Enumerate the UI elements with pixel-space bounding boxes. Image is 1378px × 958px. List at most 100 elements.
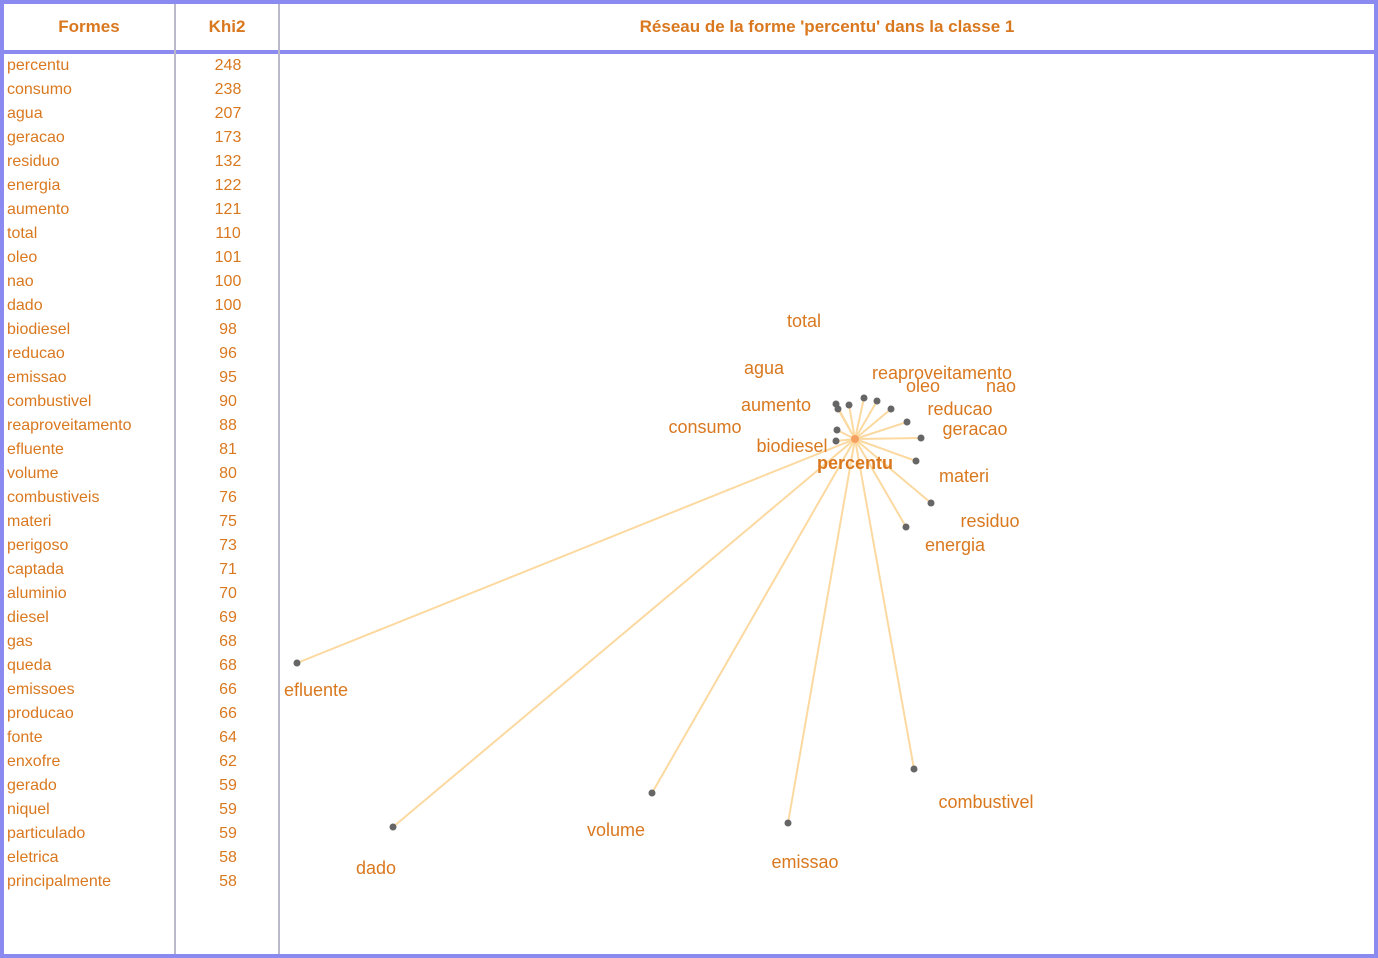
edge-aumento bbox=[848, 404, 856, 440]
word-cell: dado bbox=[7, 297, 43, 314]
khi2-cell: 96 bbox=[219, 345, 237, 362]
khi2-cell: 58 bbox=[219, 873, 237, 890]
khi2-cell: 110 bbox=[215, 225, 241, 242]
word-cell: perigoso bbox=[7, 537, 69, 554]
word-cell: emissoes bbox=[7, 681, 75, 698]
node-label-nao[interactable]: nao bbox=[986, 376, 1016, 396]
khi2-cell: 71 bbox=[219, 561, 237, 578]
node-dot-geracao bbox=[917, 434, 925, 442]
khi2-cell: 98 bbox=[219, 321, 237, 338]
network-title: Réseau de la forme 'percentu' dans la cl… bbox=[639, 17, 1015, 36]
center-node-label[interactable]: percentu bbox=[817, 453, 893, 473]
word-cell: particulado bbox=[7, 825, 86, 842]
edge-volume bbox=[651, 438, 856, 794]
node-label-biodiesel[interactable]: biodiesel bbox=[756, 436, 827, 456]
node-dot-biodiesel bbox=[832, 437, 840, 445]
node-dot-reducao bbox=[903, 418, 911, 426]
word-cell: agua bbox=[7, 105, 43, 122]
khi2-cell: 121 bbox=[214, 201, 242, 218]
khi2-cell: 100 bbox=[214, 297, 242, 314]
column-divider-forms bbox=[174, 4, 176, 954]
word-cell: gas bbox=[7, 633, 33, 650]
khi2-cell: 90 bbox=[219, 393, 237, 410]
node-label-geracao[interactable]: geracao bbox=[942, 419, 1007, 439]
khi2-cell: 68 bbox=[219, 657, 237, 674]
node-label-reducao[interactable]: reducao bbox=[927, 399, 992, 419]
node-label-efluente[interactable]: efluente bbox=[284, 680, 348, 700]
header-khi2: Khi2 bbox=[208, 17, 246, 36]
word-cell: percentu bbox=[7, 57, 70, 74]
node-label-aumento[interactable]: aumento bbox=[741, 395, 811, 415]
khi2-cell: 132 bbox=[214, 153, 242, 170]
word-cell: gerado bbox=[7, 777, 57, 794]
word-cell: volume bbox=[7, 465, 59, 482]
word-cell: oleo bbox=[7, 249, 38, 266]
word-cell: aumento bbox=[7, 201, 70, 218]
word-cell: fonte bbox=[7, 729, 43, 746]
khi2-cell: 75 bbox=[219, 513, 237, 530]
node-dot-reaproveitamento bbox=[860, 394, 868, 402]
center-node-dot bbox=[851, 435, 859, 443]
khi2-cell: 73 bbox=[219, 537, 237, 554]
word-cell: nao bbox=[7, 273, 34, 290]
edge-dado bbox=[392, 438, 856, 828]
word-cell: emissao bbox=[7, 369, 67, 386]
khi2-cell: 69 bbox=[219, 609, 237, 626]
word-cell: niquel bbox=[7, 801, 50, 818]
khi2-cell: 173 bbox=[214, 129, 242, 146]
node-dot-consumo bbox=[833, 426, 841, 434]
word-cell: combustivel bbox=[7, 393, 92, 410]
node-dot-volume bbox=[648, 789, 656, 797]
node-label-combustivel[interactable]: combustivel bbox=[938, 792, 1033, 812]
word-cell: captada bbox=[7, 561, 64, 578]
node-dot-efluente bbox=[293, 659, 301, 667]
node-label-materi[interactable]: materi bbox=[939, 466, 989, 486]
khi2-cell: 122 bbox=[214, 177, 242, 194]
node-label-agua[interactable]: agua bbox=[744, 358, 785, 378]
khi2-cell: 80 bbox=[219, 465, 237, 482]
header-divider bbox=[0, 50, 1378, 54]
node-label-reaproveitamento[interactable]: reaproveitamento bbox=[872, 363, 1012, 383]
header-forms: Formes bbox=[58, 17, 120, 36]
edge-combustivel bbox=[854, 438, 915, 770]
node-label-dado[interactable]: dado bbox=[356, 858, 396, 878]
word-cell: materi bbox=[7, 513, 52, 530]
khi2-cell: 59 bbox=[219, 801, 237, 818]
node-label-residuo[interactable]: residuo bbox=[960, 511, 1019, 531]
khi2-cell: 207 bbox=[214, 105, 242, 122]
word-cell: producao bbox=[7, 705, 74, 722]
word-cell: reducao bbox=[7, 345, 65, 362]
khi2-cell: 66 bbox=[219, 705, 237, 722]
khi2-cell: 81 bbox=[219, 441, 237, 458]
word-cell: efluente bbox=[7, 441, 64, 458]
node-label-volume[interactable]: volume bbox=[587, 820, 645, 840]
node-label-oleo[interactable]: oleo bbox=[906, 376, 940, 396]
column-divider-khi2 bbox=[278, 4, 280, 954]
khi2-cell: 76 bbox=[219, 489, 237, 506]
node-dot-energia bbox=[902, 523, 910, 531]
word-cell: consumo bbox=[7, 81, 72, 98]
word-cell: diesel bbox=[7, 609, 49, 626]
node-dot-emissao bbox=[784, 819, 792, 827]
edge-residuo bbox=[854, 438, 932, 504]
khi2-cell: 64 bbox=[219, 729, 237, 746]
khi2-cell: 95 bbox=[219, 369, 237, 386]
node-dot-nao bbox=[887, 405, 895, 413]
node-dot-oleo bbox=[873, 397, 881, 405]
edge-materi bbox=[854, 438, 917, 462]
khi2-cell: 66 bbox=[219, 681, 237, 698]
node-dot-aumento bbox=[845, 401, 853, 409]
word-cell: residuo bbox=[7, 153, 60, 170]
edge-geracao bbox=[854, 437, 922, 440]
node-label-total[interactable]: total bbox=[787, 311, 821, 331]
word-cell: total bbox=[7, 225, 38, 242]
khi2-cell: 88 bbox=[219, 417, 237, 434]
node-label-emissao[interactable]: emissao bbox=[771, 852, 838, 872]
word-cell: energia bbox=[7, 177, 61, 194]
node-label-energia[interactable]: energia bbox=[925, 535, 986, 555]
node-label-consumo[interactable]: consumo bbox=[668, 417, 741, 437]
word-cell: reaproveitamento bbox=[7, 417, 132, 434]
edge-reaproveitamento bbox=[854, 397, 865, 440]
